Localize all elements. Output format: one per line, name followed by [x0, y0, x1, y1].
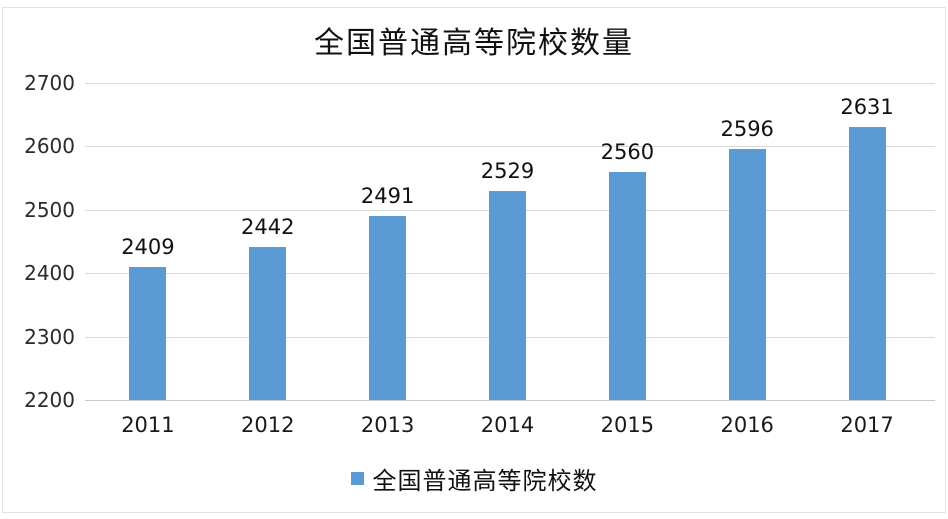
bar-value-label: 2529	[480, 159, 535, 184]
y-tick-label: 2600	[24, 134, 75, 159]
y-tick-label: 2300	[24, 324, 75, 349]
gridline	[85, 146, 935, 148]
x-tick-label: 2016	[720, 413, 774, 437]
bar-2013	[369, 215, 407, 400]
x-tick-label: 2011	[121, 413, 175, 437]
x-tick-label: 2013	[360, 413, 415, 437]
y-tick-label: 2700	[24, 71, 75, 95]
x-tick-label: 2015	[600, 413, 655, 437]
y-tick-label: 2400	[24, 261, 75, 286]
legend: 全国普通高等院校数	[0, 461, 948, 496]
x-tick-label: 2012	[241, 413, 295, 437]
gridline	[85, 83, 935, 84]
x-tick-label: 2014	[480, 413, 535, 437]
bar-value-label: 2491	[360, 183, 415, 208]
bar-2014	[489, 191, 526, 400]
chart-title: 全国普通高等院校数量	[314, 26, 634, 61]
x-tick-label: 2017	[840, 413, 894, 437]
bar-value-label: 2596	[720, 116, 774, 141]
bar-2012	[249, 246, 287, 400]
bar-2017	[848, 126, 886, 400]
bar-value-label: 2631	[840, 94, 894, 119]
bar-value-label: 2442	[241, 214, 295, 239]
bar-2015	[608, 171, 646, 400]
y-tick-label: 2500	[24, 197, 75, 222]
bar-2011	[129, 267, 167, 400]
legend-label: 全国普通高等院校数	[372, 467, 598, 495]
bar-value-label: 2409	[121, 235, 175, 260]
y-tick-label: 2200	[24, 388, 75, 412]
bar-2016	[728, 148, 766, 400]
legend-marker-square	[350, 472, 364, 485]
bar-value-label: 2560	[600, 139, 655, 164]
x-axis-line	[85, 400, 935, 401]
